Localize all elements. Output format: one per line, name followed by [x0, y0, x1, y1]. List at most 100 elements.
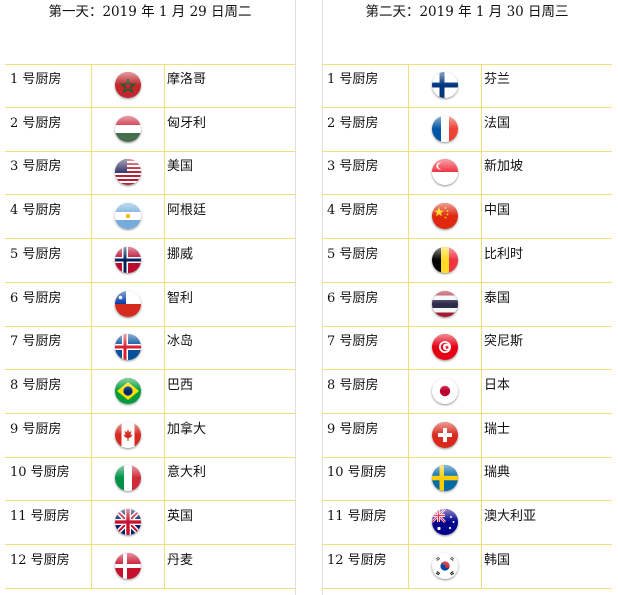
- kitchen-number: 5 号厨房: [327, 246, 379, 262]
- country-name: 泰国: [484, 290, 511, 306]
- kitchen-number: 12 号厨房: [10, 552, 70, 568]
- kitchen-row: 11 号厨房 英国: [5, 501, 295, 545]
- kitchen-number: 4 号厨房: [327, 203, 379, 219]
- kitchen-row: 8 号厨房 日本: [322, 369, 612, 414]
- australia-flag-icon: [432, 509, 458, 535]
- flag-cell: [91, 326, 165, 370]
- country-name: 中国: [484, 203, 511, 219]
- country-name: 英国: [167, 509, 194, 524]
- flag-cell: [91, 501, 165, 544]
- kitchen-number: 9 号厨房: [10, 421, 62, 437]
- belgium-flag-icon: [432, 246, 458, 273]
- france-flag-icon: [432, 115, 458, 142]
- kitchen-number: 1 号厨房: [327, 72, 379, 87]
- argentina-flag-icon: [115, 203, 141, 230]
- flag-cell: [91, 107, 165, 151]
- sweden-flag-icon: [432, 465, 458, 492]
- day-two-title: 第二天：2019 年 1 月 30 日周三: [322, 0, 612, 65]
- flag-cell: [408, 64, 482, 107]
- kitchen-row: 12 号厨房 丹麦: [5, 544, 295, 589]
- kitchen-number: 11 号厨房: [10, 509, 70, 524]
- switzerland-flag-icon: [432, 421, 458, 448]
- chile-flag-icon: [115, 290, 141, 317]
- flag-cell: [408, 544, 482, 588]
- kitchen-number: 9 号厨房: [327, 421, 379, 437]
- flag-cell: [91, 369, 165, 413]
- flag-cell: [91, 238, 165, 282]
- country-name: 匈牙利: [167, 115, 207, 131]
- kitchen-number: 10 号厨房: [327, 465, 387, 481]
- kitchen-row: 3 号厨房 新加坡: [322, 151, 612, 196]
- country-name: 加拿大: [167, 421, 207, 437]
- morocco-flag-icon: [115, 72, 141, 98]
- country-name: 摩洛哥: [167, 72, 207, 87]
- kitchen-row: 2 号厨房 匈牙利: [5, 107, 295, 152]
- flag-cell: [408, 238, 482, 282]
- kitchen-row: 8 号厨房 巴西: [5, 369, 295, 414]
- kitchen-number: 11 号厨房: [327, 509, 387, 524]
- country-name: 美国: [167, 159, 194, 175]
- tunisia-flag-icon: [432, 334, 458, 361]
- country-name: 日本: [484, 377, 511, 393]
- kitchen-number: 12 号厨房: [327, 552, 387, 568]
- kitchen-row: 7 号厨房 冰岛: [5, 326, 295, 371]
- denmark-flag-icon: [115, 552, 141, 579]
- kitchen-row: 5 号厨房 比利时: [322, 238, 612, 283]
- kitchen-number: 8 号厨房: [10, 377, 62, 393]
- brazil-flag-icon: [115, 377, 141, 404]
- country-name: 法国: [484, 115, 511, 131]
- hungary-flag-icon: [115, 115, 141, 142]
- flag-cell: [408, 151, 482, 195]
- kitchen-row: 1 号厨房 芬兰: [322, 64, 612, 108]
- china-flag-icon: [432, 203, 458, 230]
- flag-cell: [91, 64, 165, 107]
- japan-flag-icon: [432, 377, 458, 404]
- south-korea-flag-icon: [432, 552, 458, 579]
- flag-cell: [408, 282, 482, 326]
- kitchen-number: 1 号厨房: [10, 72, 62, 87]
- country-name: 新加坡: [484, 159, 524, 175]
- country-name: 智利: [167, 290, 194, 306]
- usa-flag-icon: [115, 159, 141, 186]
- kitchen-row: 10 号厨房 瑞典: [322, 457, 612, 502]
- singapore-flag-icon: [432, 159, 458, 186]
- column-divider: [295, 0, 296, 595]
- country-name: 冰岛: [167, 334, 194, 350]
- finland-flag-icon: [432, 72, 458, 98]
- kitchen-row: 4 号厨房 阿根廷: [5, 195, 295, 240]
- country-name: 挪威: [167, 246, 194, 262]
- kitchen-row: 6 号厨房 智利: [5, 282, 295, 327]
- kitchen-row: 6 号厨房 泰国: [322, 282, 612, 327]
- country-name: 阿根廷: [167, 203, 207, 219]
- flag-cell: [408, 501, 482, 544]
- kitchen-number: 2 号厨房: [327, 115, 379, 131]
- kitchen-row: 10 号厨房 意大利: [5, 457, 295, 502]
- flag-cell: [91, 413, 165, 457]
- country-name: 比利时: [484, 246, 524, 262]
- country-name: 瑞士: [484, 421, 511, 437]
- kitchen-number: 3 号厨房: [10, 159, 62, 175]
- kitchen-number: 3 号厨房: [327, 159, 379, 175]
- flag-cell: [408, 326, 482, 370]
- iceland-flag-icon: [115, 334, 141, 361]
- country-name: 丹麦: [167, 552, 194, 568]
- thailand-flag-icon: [432, 290, 458, 317]
- country-name: 意大利: [167, 465, 207, 481]
- flag-cell: [91, 457, 165, 501]
- column-divider: [322, 0, 323, 595]
- flag-cell: [408, 369, 482, 413]
- flag-cell: [408, 195, 482, 239]
- flag-cell: [408, 413, 482, 457]
- norway-flag-icon: [115, 246, 141, 273]
- italy-flag-icon: [115, 465, 141, 492]
- flag-cell: [408, 457, 482, 501]
- kitchen-row: 7 号厨房 突尼斯: [322, 326, 612, 371]
- kitchen-row: 5 号厨房 挪威: [5, 238, 295, 283]
- flag-cell: [91, 544, 165, 588]
- uk-flag-icon: [115, 509, 141, 535]
- kitchen-number: 6 号厨房: [10, 290, 62, 306]
- kitchen-number: 7 号厨房: [327, 334, 379, 350]
- kitchen-row: 9 号厨房 加拿大: [5, 413, 295, 458]
- canada-flag-icon: [115, 421, 141, 448]
- kitchen-number: 8 号厨房: [327, 377, 379, 393]
